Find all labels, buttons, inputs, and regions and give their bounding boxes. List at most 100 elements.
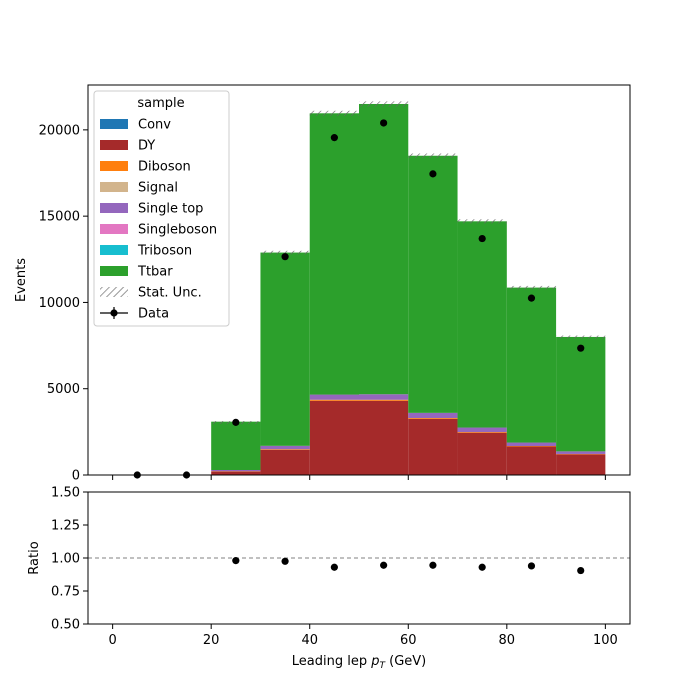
ratio-ytick-label-4: 1.50: [51, 486, 80, 501]
x-axis-label: Leading lep pT (GeV): [292, 654, 426, 671]
bar-single-top-bin-7: [457, 427, 507, 433]
ratio-point-3: [380, 561, 388, 569]
ratio-point-5: [478, 563, 486, 571]
ratio-xtick-label-5: 100: [593, 633, 618, 648]
ratio-xtick-label-1: 20: [203, 633, 220, 648]
legend-swatch-triboson: [100, 245, 128, 255]
bar-dy-bin-4: [309, 400, 359, 475]
bar-single-top-bin-9: [556, 451, 606, 454]
stat-unc-bin-9: [556, 335, 606, 339]
bar-ttbar-bin-8: [506, 287, 557, 443]
bar-dy-bin-7: [457, 432, 507, 475]
bar-dy-bin-2: [211, 471, 261, 475]
ratio-point-0: [232, 557, 240, 565]
bar-ttbar-bin-4: [309, 113, 359, 395]
legend-label-data: Data: [138, 307, 169, 322]
stat-unc-bin-5: [359, 101, 409, 107]
legend-swatch-single-top: [100, 203, 128, 213]
legend-swatch-signal: [100, 182, 128, 192]
main-ytick-label-0: 0: [72, 469, 80, 484]
bar-dy-bin-6: [408, 418, 458, 475]
bar-dy-bin-3: [260, 449, 310, 475]
data-point-2: [232, 418, 240, 426]
bar-ttbar-bin-2: [211, 421, 261, 470]
bar-dy-bin-5: [359, 400, 409, 475]
legend-title: sample: [137, 96, 184, 111]
data-point-4: [330, 134, 338, 142]
main-axes-frame: [87, 84, 631, 476]
x-axis-label-sub: T: [379, 661, 386, 671]
x-axis-label-prefix: Leading lep: [292, 654, 371, 669]
stat-unc-bin-4: [309, 110, 359, 116]
legend-label-singleboson: Singleboson: [138, 223, 217, 238]
bar-ttbar-bin-9: [556, 336, 606, 452]
data-point-7: [478, 234, 486, 243]
x-axis-label-suffix: (GeV): [385, 654, 426, 669]
bar-single-top-bin-2: [211, 469, 261, 472]
ratio-point-4: [429, 561, 437, 569]
bar-single-top-bin-6: [408, 412, 458, 419]
bar-single-top-bin-8: [506, 442, 557, 447]
legend-swatch-stat-unc: [100, 287, 128, 297]
x-axis-label-symbol: p: [370, 654, 379, 669]
bar-diboson-bin-8: [506, 446, 557, 447]
ratio-panel: 0.50 0.75 1.00 1.25 1.50 0 20 40 60 80 100 Ratio Lea…: [27, 486, 631, 671]
legend-swatch-ttbar: [100, 266, 128, 276]
main-ytick-label-4: 20000: [39, 123, 80, 138]
data-point-9: [577, 344, 585, 352]
legend-swatch-conv: [100, 119, 128, 129]
data-point-3: [281, 253, 289, 261]
stat-unc-bin-7: [457, 219, 507, 224]
data-point-8: [527, 294, 536, 302]
legend-label-dy: DY: [138, 139, 155, 154]
legend-label-ttbar: Ttbar: [137, 265, 173, 280]
ratio-ytick-label-3: 1.25: [51, 519, 80, 534]
ratio-point-7: [577, 566, 585, 575]
bar-diboson-bin-5: [359, 399, 409, 401]
data-point-6: [429, 170, 437, 178]
main-ylabel: Events: [14, 258, 29, 302]
legend-label-stat-unc: Stat. Unc.: [138, 286, 202, 301]
legend-label-diboson: Diboson: [138, 160, 191, 175]
legend: sample Conv DY Diboson Signal Single top Singl…: [93, 90, 230, 327]
stat-unc-bin-6: [408, 153, 458, 158]
data-point-5: [380, 119, 388, 127]
ratio-ytick-label-1: 0.75: [51, 585, 80, 600]
stat-unc-bin-8: [506, 285, 557, 290]
legend-label-conv: Conv: [138, 118, 171, 133]
ratio-xtick-label-0: 0: [108, 633, 116, 648]
bar-dy-bin-8: [506, 446, 557, 475]
bar-single-top-bin-3: [260, 445, 310, 450]
legend-swatch-dy: [100, 140, 128, 150]
ratio-axes-frame: [87, 491, 631, 625]
bar-diboson-bin-7: [457, 432, 507, 433]
bar-single-top-bin-5: [359, 394, 409, 400]
ratio-ytick-label-2: 1.00: [51, 552, 80, 567]
ratio-xtick-label-2: 40: [301, 633, 318, 648]
ratio-xtick-label-4: 80: [499, 633, 516, 648]
ratio-xtick-label-3: 60: [400, 633, 417, 648]
main-ytick-label-1: 5000: [47, 382, 80, 397]
ratio-ytick-label-0: 0.50: [51, 618, 80, 633]
ratio-point-6: [527, 562, 536, 570]
main-panel: 0 5000 10000 15000 20000 Events sample Conv DY Di…: [14, 84, 631, 484]
bar-dy-bin-9: [556, 454, 606, 475]
legend-label-single-top: Single top: [138, 202, 203, 217]
ratio-ylabel: Ratio: [27, 541, 42, 574]
bar-ttbar-bin-3: [260, 252, 310, 446]
bar-diboson-bin-6: [408, 418, 458, 419]
ratio-point-1: [281, 557, 289, 565]
main-ytick-label-2: 10000: [39, 296, 80, 311]
legend-label-triboson: Triboson: [137, 244, 192, 259]
bar-ttbar-bin-6: [408, 155, 458, 413]
legend-label-signal: Signal: [138, 181, 178, 196]
bar-diboson-bin-4: [309, 399, 359, 401]
bar-single-top-bin-4: [309, 394, 359, 400]
ratio-point-2: [330, 563, 338, 571]
bar-ttbar-bin-7: [457, 221, 507, 428]
legend-data-marker: [110, 309, 118, 317]
legend-swatch-singleboson: [100, 224, 128, 234]
bar-ttbar-bin-5: [359, 103, 409, 395]
legend-swatch-diboson: [100, 161, 128, 171]
